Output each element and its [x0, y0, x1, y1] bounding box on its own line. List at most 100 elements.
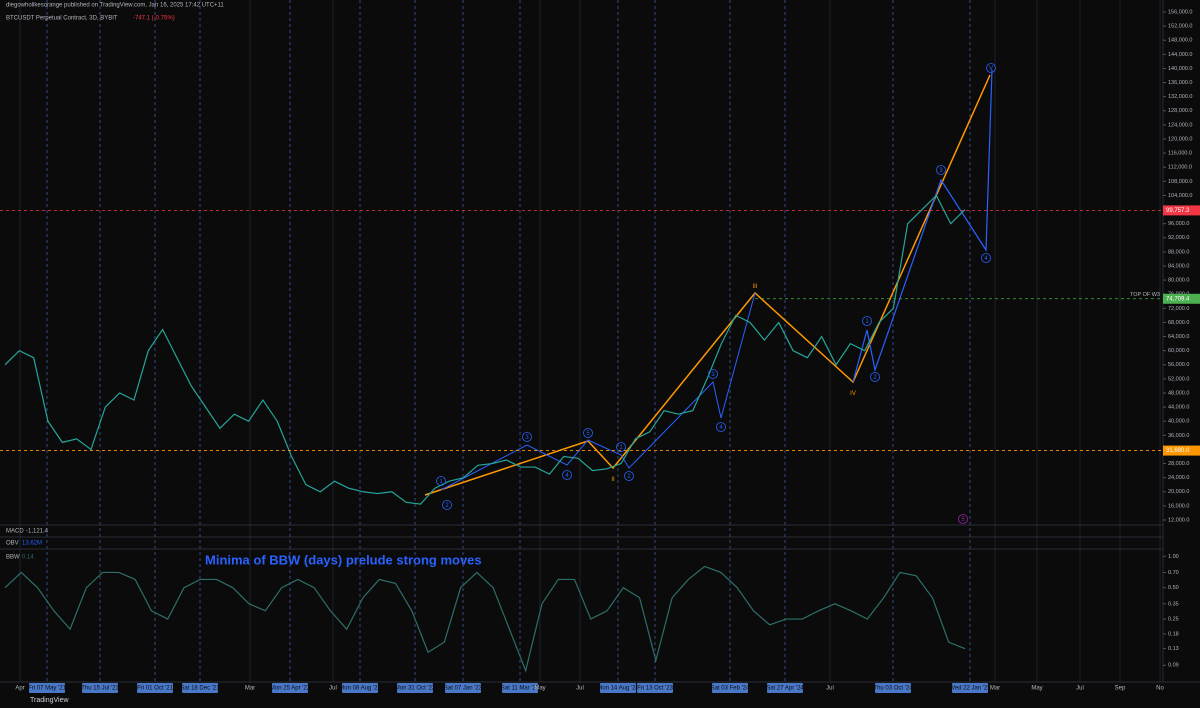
wave-label: 4	[565, 473, 569, 479]
y-tick-label: 36,000.0	[1168, 433, 1189, 439]
time-label-box	[445, 683, 481, 693]
wave-label: IV	[850, 391, 856, 397]
wave-circle	[522, 432, 532, 442]
time-label: Thu 15 Jul '21	[81, 686, 119, 692]
price-label: 31,680.0	[1166, 448, 1190, 454]
y-tick-label: 108,000.0	[1168, 179, 1192, 185]
wave-label: 1	[439, 479, 443, 485]
y-tick-label: 84,000.0	[1168, 263, 1189, 269]
wave-label: V	[989, 66, 993, 72]
vertical-grid	[19, 0, 1161, 682]
obv-name: OBV	[6, 541, 19, 547]
y-tick-label: 152,000.0	[1168, 24, 1192, 30]
price-label-box	[1163, 205, 1200, 216]
wave-label: 4	[719, 425, 723, 431]
time-label: Mon 14 Aug '23	[597, 686, 639, 692]
y-tick-label: 48,000.0	[1168, 390, 1189, 396]
time-label: Mar	[990, 686, 1000, 692]
y-tick-label: 0.25	[1168, 616, 1179, 622]
y-tick-label: 128,000.0	[1168, 108, 1192, 114]
y-tick-label: 0.18	[1168, 631, 1179, 637]
wave-circle	[436, 476, 446, 486]
time-label: Wed 22 Jan '25	[949, 686, 991, 692]
time-label: Mar	[245, 686, 255, 692]
y-tick-label: 88,000.0	[1168, 249, 1189, 255]
time-label: May	[534, 686, 545, 692]
wave-label: 1	[865, 319, 869, 325]
price-line-text: TOP OF W3	[1130, 292, 1160, 298]
y-tick-label: 0.50	[1168, 585, 1179, 591]
time-label: Jul	[329, 686, 337, 692]
price-label-box	[1163, 445, 1200, 456]
wave-label: 3	[711, 372, 715, 378]
wave-label: 4	[984, 256, 988, 262]
wave-circle	[981, 253, 991, 263]
wave-circle	[708, 369, 718, 379]
wave-label: 2	[445, 503, 449, 509]
wave-circle	[862, 316, 872, 326]
time-label-box	[952, 683, 988, 693]
y-tick-label: 0.35	[1168, 601, 1179, 607]
y-tick-label: 64,000.0	[1168, 334, 1189, 340]
wave-circle	[616, 442, 626, 452]
series-line	[4, 565, 966, 673]
time-label: Fri 01 Oct '21	[137, 686, 173, 692]
macd-value: -1,121.4	[26, 529, 49, 535]
wave-label: 3	[939, 168, 943, 174]
time-label: Fri 07 May '21	[28, 686, 66, 692]
wave-circle	[583, 428, 593, 438]
wave-circle	[442, 500, 452, 510]
y-tick-label: 0.70	[1168, 570, 1179, 576]
time-label: Sat 07 Jan '23	[444, 686, 483, 692]
y-tick-label: 144,000.0	[1168, 52, 1192, 58]
y-tick-label: 28,000.0	[1168, 461, 1189, 467]
time-label: Jul	[826, 686, 834, 692]
y-tick-label: 40,000.0	[1168, 419, 1189, 425]
time-label: Sat 03 Feb '24	[711, 686, 751, 692]
y-tick-label: 148,000.0	[1168, 38, 1192, 44]
time-label-box	[767, 683, 803, 693]
y-tick-label: 132,000.0	[1168, 94, 1192, 100]
y-tick-label: 52,000.0	[1168, 376, 1189, 382]
y-tick-label: 24,000.0	[1168, 475, 1189, 481]
y-tick-label: 112,000.0	[1168, 165, 1192, 171]
time-label: Fri 13 Oct '23	[637, 686, 673, 692]
footer-brand: TradingView	[30, 697, 69, 704]
y-tick-label: 104,000.0	[1168, 193, 1192, 199]
y-tick-label: 20,000.0	[1168, 489, 1189, 495]
y-tick-label: 44,000.0	[1168, 405, 1189, 411]
publisher: diegowholikesorange published on Trading…	[6, 3, 224, 9]
wave-circle	[936, 165, 946, 175]
time-label-box	[397, 683, 433, 693]
wave-label: 3	[525, 435, 529, 441]
time-label: Sep	[1115, 686, 1126, 692]
time-label-box	[502, 683, 538, 693]
price-label-box	[1163, 293, 1200, 304]
time-label: Sat 27 Apr '24	[766, 686, 804, 692]
wave-circle	[624, 471, 634, 481]
price-label: 99,757.3	[1166, 208, 1190, 214]
wave-label: 5	[961, 517, 965, 523]
time-label: May	[1031, 686, 1042, 692]
price-label: 74,709.4	[1166, 296, 1190, 302]
wave-circle	[986, 63, 996, 73]
y-tick-label: 124,000.0	[1168, 122, 1192, 128]
time-label-box	[600, 683, 636, 693]
time-label: Sat 11 Mar '23	[501, 686, 540, 692]
wave-circle	[562, 470, 572, 480]
y-tick-label: 80,000.0	[1168, 278, 1189, 284]
sub-wave-line	[440, 292, 756, 491]
y-tick-label: 120,000.0	[1168, 136, 1192, 142]
time-label: Mon 08 Aug '22	[339, 686, 381, 692]
sub-wave-line	[852, 69, 993, 383]
time-label-box	[637, 683, 673, 693]
time-label: No	[1156, 686, 1164, 692]
time-label: Thu 03 Oct '24	[873, 686, 913, 692]
y-tick-label: 72,000.0	[1168, 306, 1189, 312]
time-label-box	[342, 683, 378, 693]
time-label: Mon 31 Oct '22	[395, 686, 436, 692]
change: -747.1 (-0.75%)	[133, 16, 175, 22]
wave-label: 1	[619, 445, 623, 451]
time-label-box	[182, 683, 218, 693]
